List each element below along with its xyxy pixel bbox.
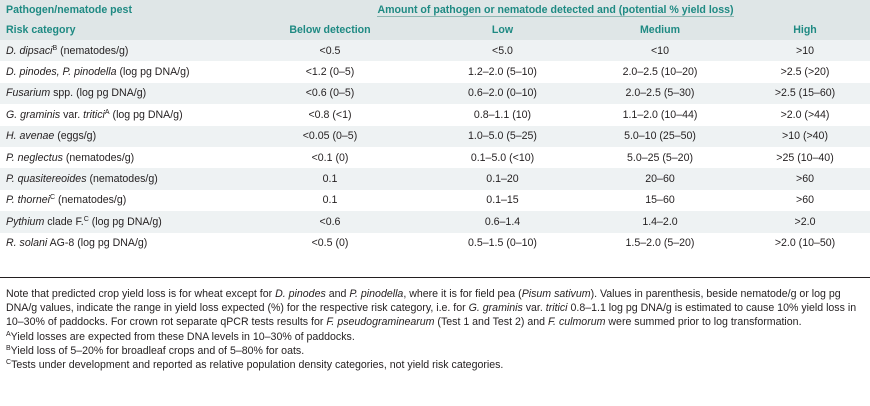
header-pest: Pathogen/nematode pest	[0, 0, 235, 20]
low-cell: 0.1–20	[425, 168, 580, 190]
table-body: D. dipsaciB (nematodes/g) <0.5 <5.0 <10 >10 D…	[0, 40, 870, 254]
risk-table: Pathogen/nematode pest Amount of pathoge…	[0, 0, 870, 254]
footnote-b: BYield loss of 5–20% for broadleaf crops…	[6, 344, 305, 357]
pest-name-cell: H. avenae (eggs/g)	[0, 125, 235, 147]
pest-name-cell: D. pinodes, P. pinodella (log pg DNA/g)	[0, 61, 235, 83]
low-cell: 0.6–1.4	[425, 211, 580, 233]
table-bottom-rule	[0, 277, 870, 278]
low-cell: <5.0	[425, 40, 580, 62]
medium-cell: 1.5–2.0 (5–20)	[580, 232, 740, 254]
low-cell: 1.2–2.0 (5–10)	[425, 61, 580, 83]
col-below-detection: Below detection	[235, 20, 425, 40]
medium-cell: 2.0–2.5 (5–30)	[580, 82, 740, 105]
table-notes: Note that predicted crop yield loss is f…	[6, 287, 866, 372]
below-detection-cell: <0.5 (0)	[235, 232, 425, 254]
high-cell: >60	[740, 168, 870, 190]
medium-cell: 15–60	[580, 189, 740, 212]
pest-name-cell: P. neglectus (nematodes/g)	[0, 146, 235, 169]
below-detection-cell: <1.2 (0–5)	[235, 61, 425, 83]
col-medium: Medium	[580, 20, 740, 40]
below-detection-cell: <0.5	[235, 40, 425, 62]
below-detection-cell: 0.1	[235, 168, 425, 190]
low-cell: 0.1–5.0 (<10)	[425, 146, 580, 169]
header-row-1: Pathogen/nematode pest Amount of pathoge…	[0, 0, 870, 20]
high-cell: >10 (>40)	[740, 125, 870, 147]
high-cell: >2.0	[740, 211, 870, 233]
table-row: R. solani AG-8 (log pg DNA/g) <0.5 (0) 0.5…	[0, 232, 870, 254]
footnote-a: AYield losses are expected from these DN…	[6, 330, 355, 343]
low-cell: 0.8–1.1 (10)	[425, 104, 580, 126]
below-detection-cell: 0.1	[235, 189, 425, 212]
high-cell: >25 (10–40)	[740, 146, 870, 169]
below-detection-cell: <0.6	[235, 211, 425, 233]
footnote-c: CTests under development and reported as…	[6, 359, 504, 372]
below-detection-cell: <0.05 (0–5)	[235, 125, 425, 147]
header-row-2: Risk category Below detection Low Medium…	[0, 20, 870, 40]
medium-cell: 20–60	[580, 168, 740, 190]
header-risk-category: Risk category	[0, 20, 235, 40]
medium-cell: <10	[580, 40, 740, 62]
pest-name-cell: G. graminis var. triticiA (log pg DNA/g)	[0, 104, 235, 126]
pest-name-cell: P. quasitereoides (nematodes/g)	[0, 168, 235, 190]
low-cell: 0.6–2.0 (0–10)	[425, 82, 580, 105]
pest-name-cell: Fusarium spp. (log pg DNA/g)	[0, 82, 235, 105]
col-high: High	[740, 20, 870, 40]
table-row: H. avenae (eggs/g) <0.05 (0–5) 1.0–5.0 (5–…	[0, 125, 870, 147]
high-cell: >2.0 (>44)	[740, 104, 870, 126]
medium-cell: 5.0–10 (25–50)	[580, 125, 740, 147]
high-cell: >60	[740, 189, 870, 212]
table-row: D. pinodes, P. pinodella (log pg DNA/g) <…	[0, 61, 870, 83]
medium-cell: 1.4–2.0	[580, 211, 740, 233]
table-row: D. dipsaciB (nematodes/g) <0.5 <5.0 <10 >10	[0, 40, 870, 62]
low-cell: 0.5–1.5 (0–10)	[425, 232, 580, 254]
low-cell: 1.0–5.0 (5–25)	[425, 125, 580, 147]
high-cell: >2.5 (15–60)	[740, 82, 870, 105]
medium-cell: 5.0–25 (5–20)	[580, 146, 740, 169]
table-row: G. graminis var. triticiA (log pg DNA/g)…	[0, 104, 870, 126]
medium-cell: 2.0–2.5 (10–20)	[580, 61, 740, 83]
table-row: P. quasitereoides (nematodes/g) 0.1 0.1–20…	[0, 168, 870, 190]
high-cell: >10	[740, 40, 870, 62]
pest-name-cell: Pythium clade F.C (log pg DNA/g)	[0, 211, 235, 233]
table-row: Pythium clade F.C (log pg DNA/g) <0.6 0.6–…	[0, 211, 870, 233]
below-detection-cell: <0.8 (<1)	[235, 104, 425, 126]
note-main: Note that predicted crop yield loss is f…	[6, 288, 857, 329]
table-row: P. neglectus (nematodes/g) <0.1 (0) 0.1–5.…	[0, 146, 870, 169]
col-low: Low	[425, 20, 580, 40]
medium-cell: 1.1–2.0 (10–44)	[580, 104, 740, 126]
below-detection-cell: <0.6 (0–5)	[235, 82, 425, 105]
high-cell: >2.5 (>20)	[740, 61, 870, 83]
high-cell: >2.0 (10–50)	[740, 232, 870, 254]
pest-name-cell: R. solani AG-8 (log pg DNA/g)	[0, 232, 235, 254]
table-row: Fusarium spp. (log pg DNA/g) <0.6 (0–5) 0.…	[0, 82, 870, 105]
pest-name-cell: P. thorneiC (nematodes/g)	[0, 189, 235, 212]
low-cell: 0.1–15	[425, 189, 580, 212]
table-row: P. thorneiC (nematodes/g) 0.1 0.1–15 15–60 >…	[0, 189, 870, 212]
below-detection-cell: <0.1 (0)	[235, 146, 425, 169]
pest-name-cell: D. dipsaciB (nematodes/g)	[0, 40, 235, 62]
header-amount: Amount of pathogen or nematode detected …	[235, 0, 870, 20]
